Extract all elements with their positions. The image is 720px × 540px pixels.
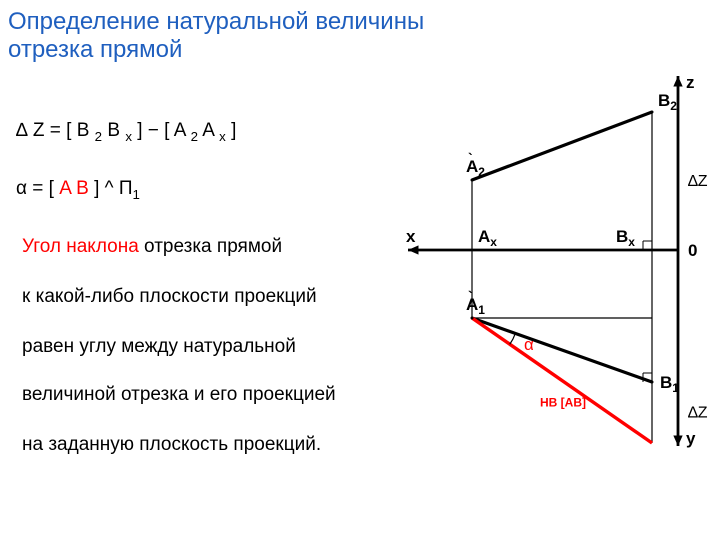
svg-text:`: ` [468,150,473,166]
svg-text:z: z [686,73,695,92]
formula-alpha: α = [ A B ] ^ П1 [16,178,140,202]
body-line: равен углу между натуральной [22,336,296,358]
svg-text:α: α [524,335,534,354]
svg-text:x: x [406,227,416,246]
body-line: к какой-либо плоскости проекций [22,286,317,308]
svg-text:∆Z: ∆Z [688,173,708,190]
svg-text:НВ [AB]: НВ [AB] [540,396,586,410]
body-line: Угол наклона отрезка прямой [22,236,282,258]
svg-text:Ax: Ax [478,227,497,249]
svg-text:y: y [686,429,696,448]
body-line: на заданную плоскость проекций. [22,434,321,456]
svg-text:∆Z: ∆Z [688,405,708,422]
svg-text:`: ` [468,288,473,304]
svg-text:0: 0 [688,241,697,260]
projection-diagram: ∆Z∆ZαНВ [AB]zxy0A2`B2AxBxA1`B1 [402,70,712,470]
svg-text:B1: B1 [660,373,679,395]
body-line: величиной отрезка и его проекцией [22,384,336,406]
title-line2: отрезка прямой [8,36,182,63]
formula-delta-z: ∆ Z = [ B 2 B x ] − [ A 2 A x ] [16,120,236,144]
title-line1: Определение натуральной величины [8,8,424,35]
slide-title: Определение натуральной величины отрезка… [8,8,424,64]
diagram-svg: ∆Z∆ZαНВ [AB]zxy0A2`B2AxBxA1`B1 [402,70,712,470]
svg-text:B2: B2 [658,91,677,113]
svg-text:Bx: Bx [616,227,635,249]
